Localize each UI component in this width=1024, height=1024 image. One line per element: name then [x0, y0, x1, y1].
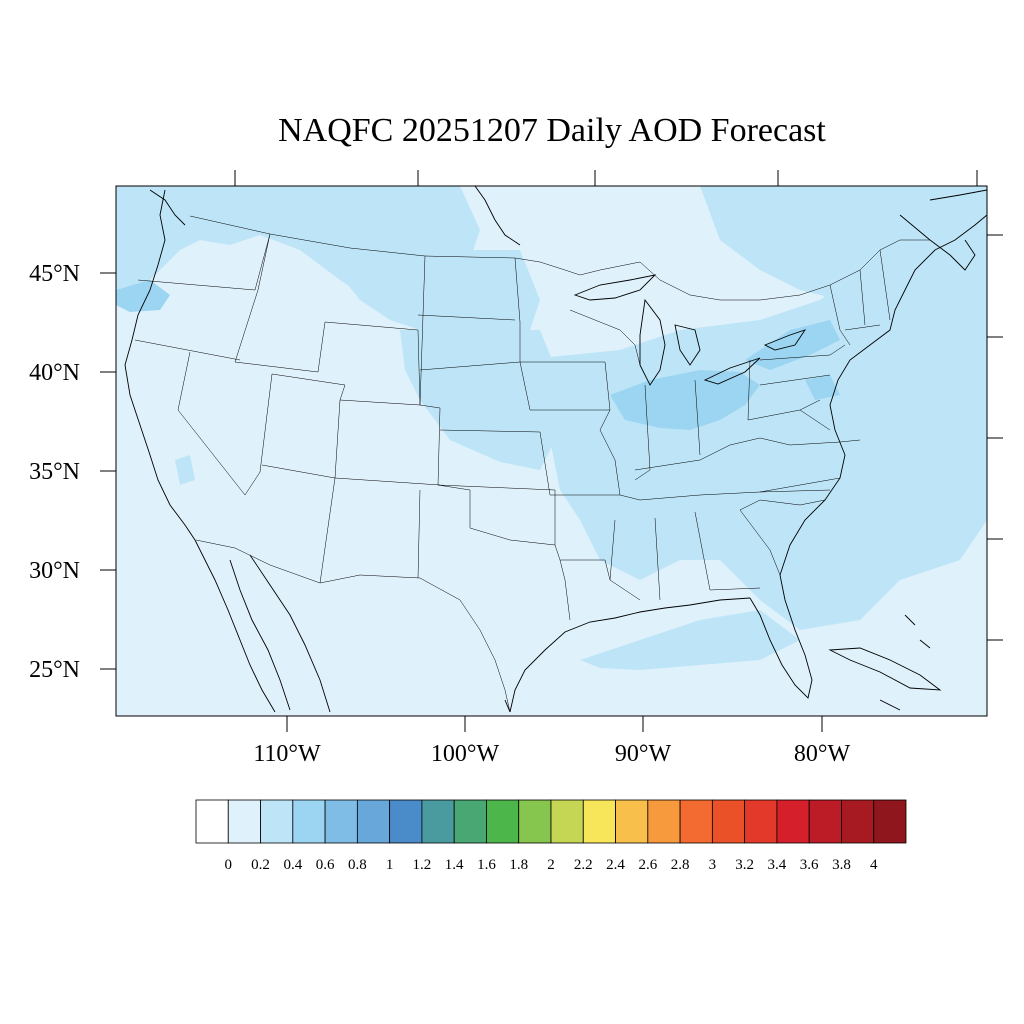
colorbar-swatch: [421, 799, 455, 844]
colorbar-tick-label: 1.8: [509, 857, 528, 873]
coastlines: [124, 186, 987, 713]
colorbar-swatch: [324, 799, 358, 844]
colorbar-swatch: [647, 799, 681, 844]
colorbar-tick-label: 3.4: [768, 857, 787, 873]
map-panel: [116, 186, 987, 716]
state-boundaries: [134, 215, 930, 713]
colorbar-tick-label: 3: [709, 857, 717, 873]
colorbar-swatch: [744, 799, 778, 844]
colorbar-swatch: [550, 799, 584, 844]
colorbar-swatch: [453, 799, 487, 844]
colorbar-tick-label: 2.4: [606, 857, 625, 873]
lat-label: 35°N: [29, 459, 80, 485]
colorbar-swatch: [389, 799, 423, 844]
colorbar-tick-label: 2.8: [671, 857, 690, 873]
longitude-labels: 110°W 100°W 90°W 80°W: [253, 741, 850, 767]
latitude-labels: 45°N 40°N 35°N 30°N 25°N: [29, 261, 80, 683]
colorbar-swatch: [518, 799, 552, 844]
lat-label: 40°N: [29, 360, 80, 386]
colorbar-swatch: [679, 799, 713, 844]
colorbar-tick-label: 4: [870, 857, 878, 873]
colorbar-swatch: [486, 799, 520, 844]
colorbar-swatch: [711, 799, 746, 844]
colorbar-tick-label: 0: [225, 857, 233, 873]
lon-label: 90°W: [615, 741, 672, 767]
lon-label: 80°W: [794, 741, 851, 767]
colorbar-tick-label: 3.2: [735, 857, 754, 873]
colorbar-swatch: [195, 799, 229, 844]
colorbar-swatch: [808, 799, 842, 844]
colorbar-swatch: [227, 799, 261, 844]
map-ticks: [100, 170, 1003, 732]
colorbar-tick-label: 2.2: [574, 857, 593, 873]
colorbar-swatch: [873, 799, 907, 844]
lat-label: 25°N: [29, 657, 80, 683]
colorbar-tick-label: 2: [547, 857, 555, 873]
colorbar-tick-label: 1: [386, 857, 394, 873]
colorbar-swatch: [582, 799, 616, 844]
colorbar-swatch: [356, 799, 391, 844]
colorbar-tick-label: 0.6: [316, 857, 335, 873]
colorbar-tick-label: 0.2: [251, 857, 270, 873]
colorbar-tick-label: 0.4: [283, 857, 302, 873]
colorbar-labels: 0 0.2 0.4 0.6 0.8 1 1.2 1.4 1.6 1.8 2 2.2 2.4 2.6 2.8 3…: [225, 857, 878, 873]
aod-0.4-field: [116, 186, 987, 670]
map-title: NAQFC 20251207 Daily AOD Forecast: [278, 112, 826, 149]
aod-0.6-field: [116, 280, 840, 430]
colorbar: [195, 799, 907, 844]
colorbar-swatch: [776, 799, 810, 844]
map-frame: [115, 185, 988, 717]
colorbar-swatch: [292, 799, 326, 844]
lat-label: 45°N: [29, 261, 80, 287]
colorbar-swatch: [841, 799, 875, 844]
colorbar-tick-label: 2.6: [638, 857, 657, 873]
colorbar-tick-label: 3.8: [832, 857, 851, 873]
colorbar-tick-label: 1.2: [413, 857, 432, 873]
colorbar-tick-label: 1.6: [477, 857, 496, 873]
colorbar-tick-label: 1.4: [445, 857, 464, 873]
lon-label: 100°W: [431, 741, 500, 767]
colorbar-tick-label: 3.6: [800, 857, 819, 873]
lat-label: 30°N: [29, 558, 80, 584]
colorbar-swatch: [615, 799, 649, 844]
colorbar-swatch: [260, 799, 294, 844]
lon-label: 110°W: [253, 741, 321, 767]
colorbar-tick-label: 0.8: [348, 857, 367, 873]
